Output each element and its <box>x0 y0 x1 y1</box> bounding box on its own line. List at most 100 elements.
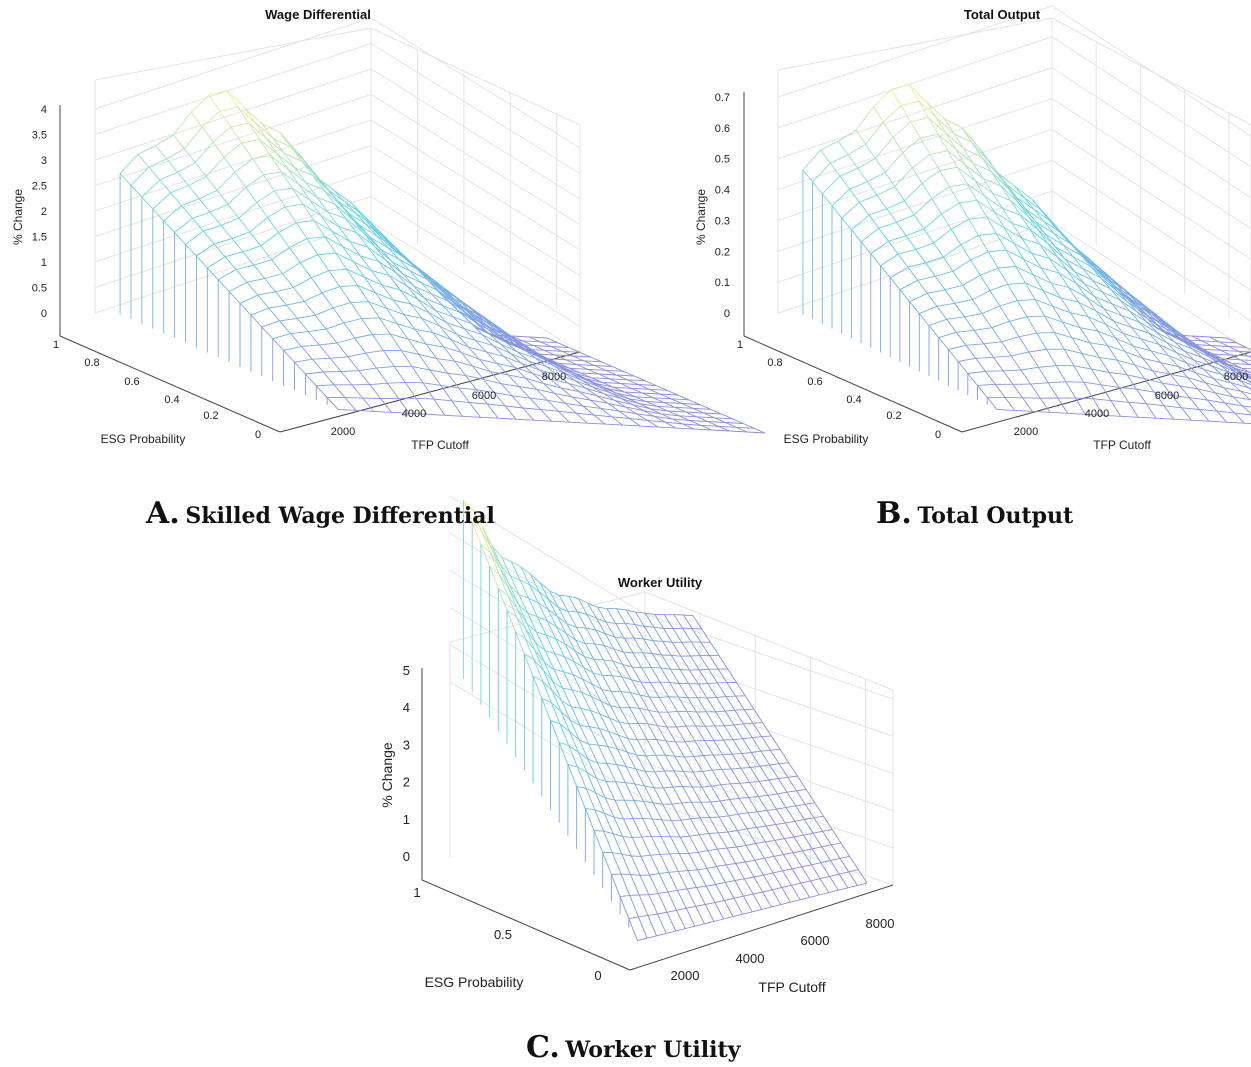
surface-mesh-line <box>1211 365 1230 373</box>
surface-mesh-line <box>622 424 641 427</box>
chart-a-surface <box>119 90 766 434</box>
surface-mesh-line <box>748 795 759 799</box>
z-tick-label: 0 <box>403 849 410 864</box>
surface-mesh-line <box>354 337 367 354</box>
surface-mesh-line <box>1221 373 1240 381</box>
surface-mesh-line <box>746 828 757 844</box>
surface-mesh-line <box>1222 358 1241 361</box>
surface-mesh-line <box>829 162 841 177</box>
surface-mesh-line <box>707 683 717 698</box>
surface-mesh-line <box>562 367 575 374</box>
surface-mesh-line <box>609 717 619 736</box>
surface-mesh-line <box>811 864 821 879</box>
surface-mesh-line <box>289 238 308 249</box>
surface-mesh-line <box>868 208 887 216</box>
surface-mesh-line <box>754 859 764 876</box>
surface-mesh-line <box>851 214 870 231</box>
surface-mesh-line <box>831 842 841 846</box>
surface-mesh-line <box>248 122 267 139</box>
chart-a-axes <box>59 105 581 433</box>
surface-mesh-line <box>523 654 534 677</box>
surface-mesh-line <box>617 748 628 753</box>
y-tick-label: 0.4 <box>164 394 179 406</box>
surface-mesh-line <box>909 301 920 314</box>
surface-mesh-line <box>966 183 978 201</box>
surface-mesh-line <box>659 393 678 396</box>
surface-mesh-line <box>1066 269 1077 285</box>
surface-mesh-line <box>231 231 250 240</box>
surface-mesh-line <box>597 606 607 610</box>
surface-mesh-line <box>446 322 458 336</box>
surface-mesh-line <box>1055 246 1066 260</box>
surface-mesh-line <box>583 405 601 409</box>
surface-mesh-line <box>703 412 715 419</box>
surface-mesh-line <box>605 369 617 376</box>
surface-mesh-line <box>1011 223 1023 239</box>
surface-mesh-line <box>1233 367 1251 374</box>
surface-mesh-line <box>584 643 595 660</box>
surface-mesh-line <box>402 273 415 287</box>
surface-mesh-line <box>198 198 211 213</box>
surface-mesh-line <box>593 414 606 425</box>
surface-mesh-line <box>886 208 897 223</box>
surface-mesh-line <box>429 369 448 374</box>
surface-mesh-line <box>320 215 339 227</box>
surface-mesh-line <box>421 317 440 327</box>
surface-mesh-line <box>528 360 547 367</box>
surface-mesh-line <box>526 623 537 644</box>
surface-mesh-line <box>1085 297 1097 312</box>
surface-mesh-line <box>784 838 794 853</box>
surface-mesh-line <box>643 410 662 415</box>
y-axis-line <box>59 335 281 433</box>
surface-mesh-line <box>527 613 537 633</box>
surface-mesh-line <box>569 367 588 370</box>
surface-mesh-line <box>219 106 238 112</box>
surface-mesh-line <box>1072 256 1084 269</box>
surface-mesh-line <box>404 382 417 399</box>
surface-mesh-line <box>1238 350 1251 353</box>
surface-mesh-line <box>589 399 602 409</box>
surface-mesh-line <box>1240 390 1251 401</box>
surface-mesh-line <box>1025 282 1044 292</box>
surface-mesh-line <box>268 307 280 322</box>
surface-mesh-line <box>1150 350 1161 363</box>
surface-mesh-line <box>689 669 699 685</box>
surface-mesh-line <box>516 616 527 630</box>
surface-mesh-line <box>1016 197 1035 211</box>
surface-mesh-line <box>548 358 566 361</box>
surface-mesh-line <box>899 289 910 302</box>
surface-mesh-line <box>576 786 586 809</box>
surface-mesh-line <box>589 399 608 404</box>
surface-mesh-line <box>1001 341 1012 357</box>
surface-mesh-line <box>500 383 513 397</box>
surface-mesh-line <box>533 659 544 671</box>
surface-mesh-line <box>284 206 297 224</box>
surface-mesh-line <box>1040 267 1052 284</box>
surface-mesh-line <box>338 226 350 242</box>
surface-mesh-line <box>742 911 753 915</box>
surface-mesh-line <box>674 755 685 758</box>
surface-mesh-line <box>435 310 447 323</box>
surface-mesh-line <box>1156 332 1175 343</box>
surface-mesh-line <box>585 627 596 645</box>
surface-mesh-line <box>1055 246 1074 258</box>
surface-mesh-line <box>859 194 878 203</box>
grid-line <box>777 159 1251 291</box>
surface-mesh-line <box>376 365 395 369</box>
surface-mesh-line <box>266 138 285 154</box>
surface-mesh-line <box>332 307 345 324</box>
surface-mesh-line <box>673 786 683 788</box>
surface-mesh-line <box>474 339 487 353</box>
surface-mesh-line <box>274 187 293 192</box>
surface-mesh-line <box>361 317 380 319</box>
surface-mesh-line <box>1007 284 1018 301</box>
surface-mesh-line <box>699 668 709 671</box>
surface-mesh-line <box>545 650 555 654</box>
surface-mesh-line <box>642 392 654 399</box>
surface-mesh-line <box>774 838 785 841</box>
surface-mesh-line <box>334 203 346 219</box>
surface-mesh-line <box>1010 355 1022 371</box>
surface-mesh-line <box>1008 188 1019 203</box>
surface-mesh-line <box>166 158 178 173</box>
surface-mesh-line <box>726 863 736 866</box>
